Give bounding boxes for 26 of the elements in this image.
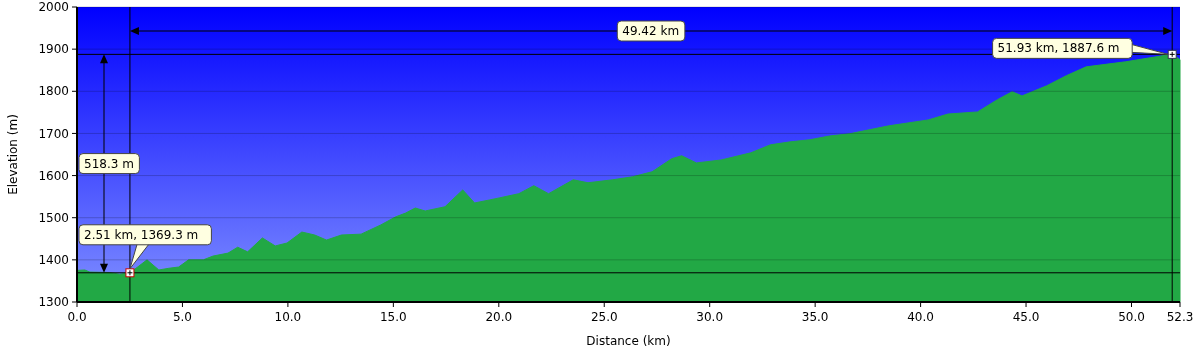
y-tick-label: 1800 [38,84,69,99]
y-tick-label: 1600 [38,168,69,183]
x-axis-title: Distance (km) [586,334,671,348]
y-tick-label: 1900 [38,42,69,57]
y-axis-title: Elevation (m) [6,114,20,195]
x-tick-label: 20.0 [485,310,513,324]
x-tick-label: 10.0 [274,310,302,324]
x-tick-label: 25.0 [590,310,618,324]
annotation: 51.93 km, 1887.6 m [997,41,1120,56]
x-tick-label: 5.0 [172,310,192,324]
x-tick-label: 30.0 [696,310,724,324]
x-tick-label: 35.0 [801,310,829,324]
annotation: 49.42 km [622,24,680,38]
x-tick-label: 50.0 [1118,310,1145,324]
y-tick-label: 2000 [38,0,69,15]
y-tick-label: 1300 [38,295,69,310]
y-tick-label: 1400 [38,253,69,268]
x-tick-label: 0.0 [67,310,87,324]
x-tick-label: 45.0 [1012,310,1040,324]
annotation: 2.51 km, 1369.3 m [84,227,199,242]
y-tick-label: 1700 [38,126,69,141]
x-tick-label: 52.3 [1166,310,1194,324]
annotation: 518.3 m [84,156,134,171]
x-tick-label: 40.0 [907,310,934,324]
x-tick-label: 15.0 [379,310,407,324]
y-tick-label: 1500 [38,210,69,225]
